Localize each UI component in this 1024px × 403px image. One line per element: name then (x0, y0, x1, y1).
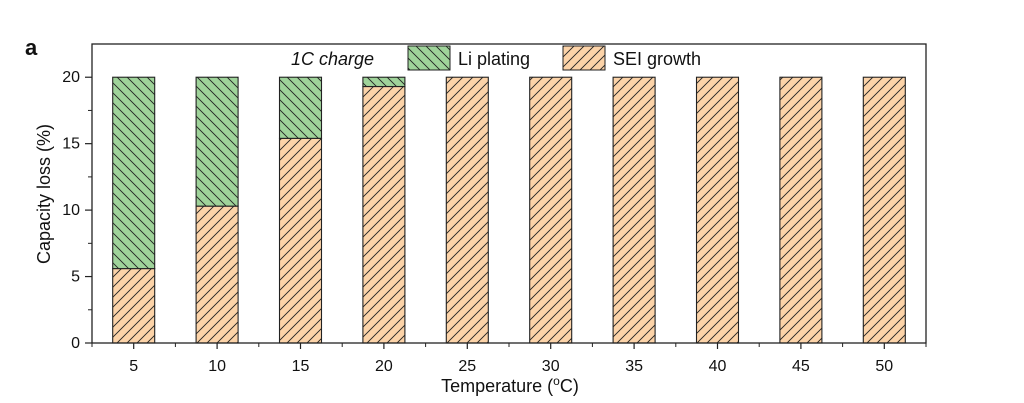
y-axis-ticks: 0 5 10 15 20 (62, 69, 92, 352)
plot-frame (91, 43, 927, 344)
x-tick-label-15: 15 (292, 358, 310, 375)
bar-sei-growth-45 (779, 76, 823, 344)
y-tick-label-0: 0 (71, 335, 80, 352)
bar-li-plating-20 (362, 76, 406, 88)
legend: 1C charge Li plating SEI growth (291, 45, 701, 71)
bar-sei-growth-30 (529, 76, 573, 344)
y-tick-label-10: 10 (62, 202, 80, 219)
panel-label: a (25, 35, 38, 60)
x-tick-label-10: 10 (208, 358, 226, 375)
bar-sei-growth-35 (612, 76, 656, 344)
legend-label-sei-growth: SEI growth (613, 49, 701, 69)
bar-sei-growth-40 (695, 76, 740, 344)
x-tick-label-45: 45 (792, 358, 810, 375)
bar-li-plating-15 (278, 76, 323, 139)
bar-sei-growth-50 (862, 76, 906, 344)
x-axis-ticks: 5 10 15 20 25 30 35 40 45 50 (91, 343, 927, 375)
y-axis-title: Capacity loss (%) (34, 124, 54, 264)
legend-swatch-sei-growth (562, 45, 606, 71)
bars-group (112, 76, 906, 344)
bar-sei-growth-10 (195, 205, 239, 344)
bar-sei-growth-15 (278, 137, 323, 344)
x-tick-label-5: 5 (129, 358, 138, 375)
y-tick-label-20: 20 (62, 69, 80, 86)
x-tick-label-30: 30 (542, 358, 560, 375)
bar-sei-growth-5 (112, 268, 156, 344)
y-tick-label-15: 15 (62, 136, 80, 153)
bar-li-plating-5 (112, 76, 156, 270)
y-tick-label-5: 5 (71, 269, 80, 286)
x-axis-title: Temperature (oC) (441, 374, 579, 396)
x-tick-label-25: 25 (458, 358, 476, 375)
x-tick-label-50: 50 (875, 358, 893, 375)
bar-sei-growth-25 (445, 76, 489, 344)
bar-sei-growth-20 (362, 85, 406, 344)
x-tick-label-40: 40 (709, 358, 727, 375)
legend-title: 1C charge (291, 49, 374, 69)
legend-swatch-li-plating (407, 45, 451, 71)
x-tick-label-35: 35 (625, 358, 643, 375)
x-tick-label-20: 20 (375, 358, 393, 375)
bar-li-plating-10 (195, 76, 239, 207)
legend-label-li-plating: Li plating (458, 49, 530, 69)
